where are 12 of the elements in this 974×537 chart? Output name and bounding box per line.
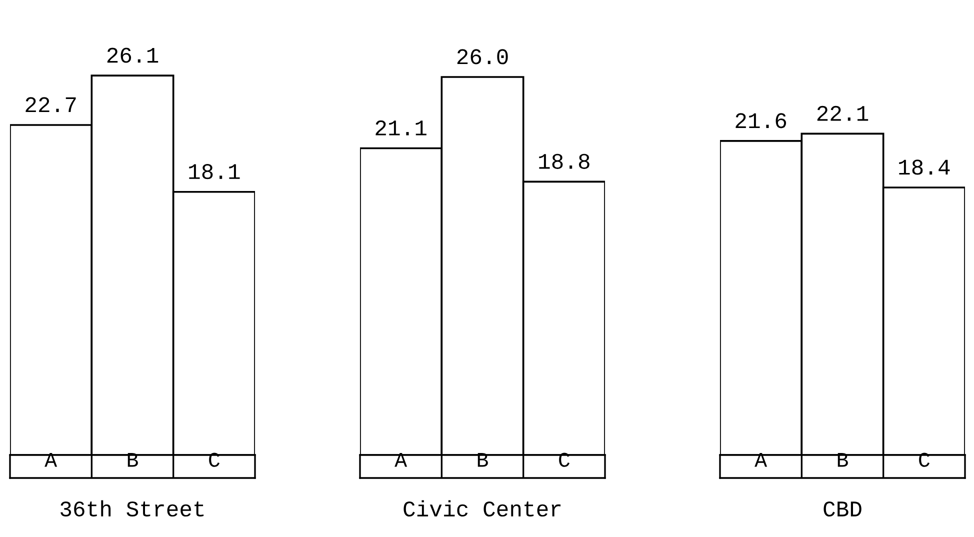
data-label: 21.6 (736, 113, 786, 128)
data-label: 18.8 (539, 154, 590, 169)
x-axis-title: Civic Center (404, 500, 561, 517)
x-axis-title: CBD (824, 501, 862, 517)
data-label: 18.1 (189, 164, 240, 180)
data-label: 26.1 (107, 48, 158, 63)
x-axis-title: 36th Street (60, 500, 204, 517)
data-label: 18.4 (899, 160, 950, 175)
data-label: 21.1 (376, 120, 426, 136)
data-label: 22.7 (26, 97, 76, 112)
data-label: 26.0 (457, 49, 508, 64)
data-label: 22.1 (817, 106, 868, 121)
